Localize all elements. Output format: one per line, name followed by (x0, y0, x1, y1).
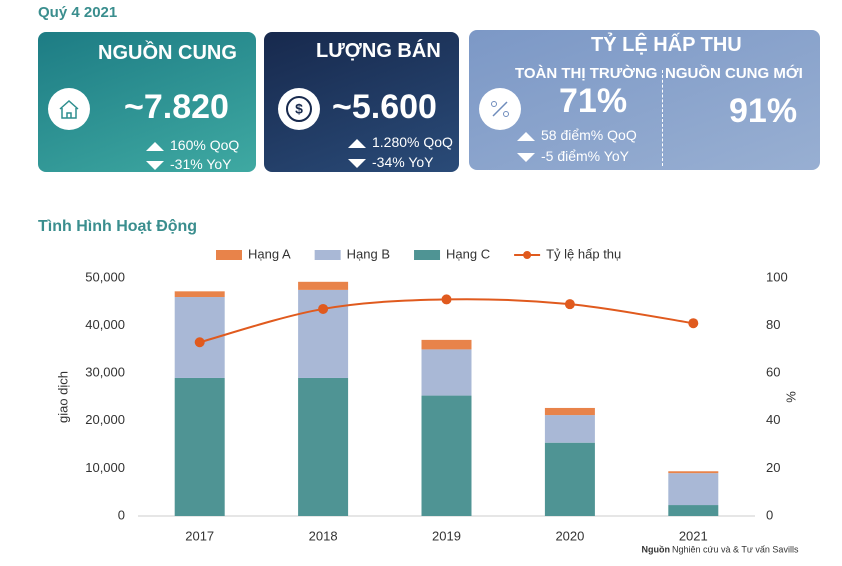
card: LƯỢNG BÁN $ ~5.600 1.280% QoQ -34% YoY (264, 32, 459, 172)
trend-arrow (517, 131, 535, 141)
source-text: Nghiên cứu và & Tư vấn Savills (672, 544, 799, 554)
line-marker (194, 337, 205, 348)
trend-arrow (348, 158, 366, 168)
line-marker (688, 318, 699, 329)
bar-segment (668, 473, 719, 506)
card-title: LƯỢNG BÁN (316, 40, 441, 62)
y2-tick-label: 20 (766, 460, 780, 475)
bar-segment (174, 291, 225, 298)
change: 160% QoQ (146, 137, 239, 153)
bar-segment (668, 505, 719, 516)
x-tick-label: 2020 (555, 528, 584, 543)
change-text: 58 điểm% QoQ (541, 127, 637, 143)
card-value: ~5.600 (332, 88, 437, 126)
line-marker (441, 294, 452, 305)
source-label: Nguồn (642, 544, 671, 554)
change: -34% YoY (348, 154, 434, 170)
card-value: 91% (729, 92, 798, 130)
bar-segment (421, 349, 472, 396)
bar-segment (298, 377, 349, 516)
y-tick-label: 20,000 (85, 412, 125, 427)
divider (662, 70, 663, 166)
bar-segment (174, 377, 225, 516)
section-title: Tình Hình Hoạt Động (38, 218, 198, 235)
trend-arrow (146, 160, 164, 170)
x-tick-label: 2021 (679, 528, 708, 543)
x-tick-label: 2019 (432, 528, 461, 543)
card: TỶ LỆ HẤP THU TOÀN THỊ TRƯỜNG NGUỒN CUNG… (469, 30, 820, 170)
legend-label: Hạng B (347, 246, 390, 261)
chart: giao dịch % Nguồn Nghiên cứu và & Tư vấn… (55, 246, 799, 554)
legend-label: Tỷ lệ hấp thụ (546, 246, 621, 261)
period: Quý 4 2021 (38, 4, 118, 21)
icon (479, 88, 521, 130)
card: NGUỒN CUNG ~7.820 160% QoQ -31% YoY (38, 32, 256, 172)
y2-tick-label: 40 (766, 412, 780, 427)
y2-axis-label: % (783, 391, 798, 403)
svg-text:$: $ (295, 101, 303, 117)
change-text: -34% YoY (372, 154, 434, 170)
legend-swatch (414, 250, 441, 260)
trend-arrow (146, 141, 164, 151)
change: -5 điểm% YoY (517, 148, 629, 164)
change-text: -31% YoY (170, 156, 232, 172)
legend-swatch (216, 250, 242, 260)
change: -31% YoY (146, 156, 232, 172)
change-text: 1.280% QoQ (372, 134, 453, 150)
x-tick-label: 2017 (185, 528, 214, 543)
y-tick-label: 40,000 (85, 317, 125, 332)
bar-segment (544, 407, 595, 416)
change-text: -5 điểm% YoY (541, 148, 629, 164)
line-marker (318, 303, 329, 314)
change: 58 điểm% QoQ (517, 127, 637, 143)
legend-swatch (523, 251, 532, 259)
y2-tick-label: 100 (766, 269, 788, 284)
card-title: NGUỒN CUNG (98, 42, 237, 64)
card-title: TỶ LỆ HẤP THU (591, 34, 742, 56)
bar-segment (421, 395, 472, 516)
part-title: TOÀN THỊ TRƯỜNG (515, 65, 658, 82)
change-text: 160% QoQ (170, 137, 240, 153)
card-value: ~7.820 (124, 88, 229, 126)
y-tick-label: 0 (118, 507, 125, 522)
bar-segment (544, 442, 595, 516)
legend-swatch (314, 250, 341, 260)
line-marker (564, 299, 575, 310)
trend-arrow (517, 152, 535, 162)
y-tick-label: 10,000 (85, 460, 125, 475)
y2-tick-label: 0 (766, 507, 773, 522)
trend-arrow (348, 138, 366, 148)
line (199, 298, 694, 344)
y2-tick-label: 80 (766, 317, 780, 332)
bar-segment (298, 281, 349, 290)
y-tick-label: 30,000 (85, 365, 125, 380)
y-axis-label: giao dịch (55, 371, 70, 423)
part-title: NGUỒN CUNG MỚI (665, 65, 803, 82)
card-value: 71% (559, 82, 628, 120)
icon (48, 88, 90, 130)
change: 1.280% QoQ (348, 134, 453, 150)
legend-label: Hạng C (446, 246, 490, 261)
legend-label: Hạng A (248, 246, 291, 261)
bar-segment (421, 339, 472, 350)
x-tick-label: 2018 (309, 528, 338, 543)
bar-segment (298, 289, 349, 378)
y2-tick-label: 60 (766, 365, 780, 380)
bar-segment (668, 471, 719, 474)
bar-segment (544, 415, 595, 443)
icon: $ (278, 88, 320, 130)
y-tick-label: 50,000 (85, 269, 125, 284)
